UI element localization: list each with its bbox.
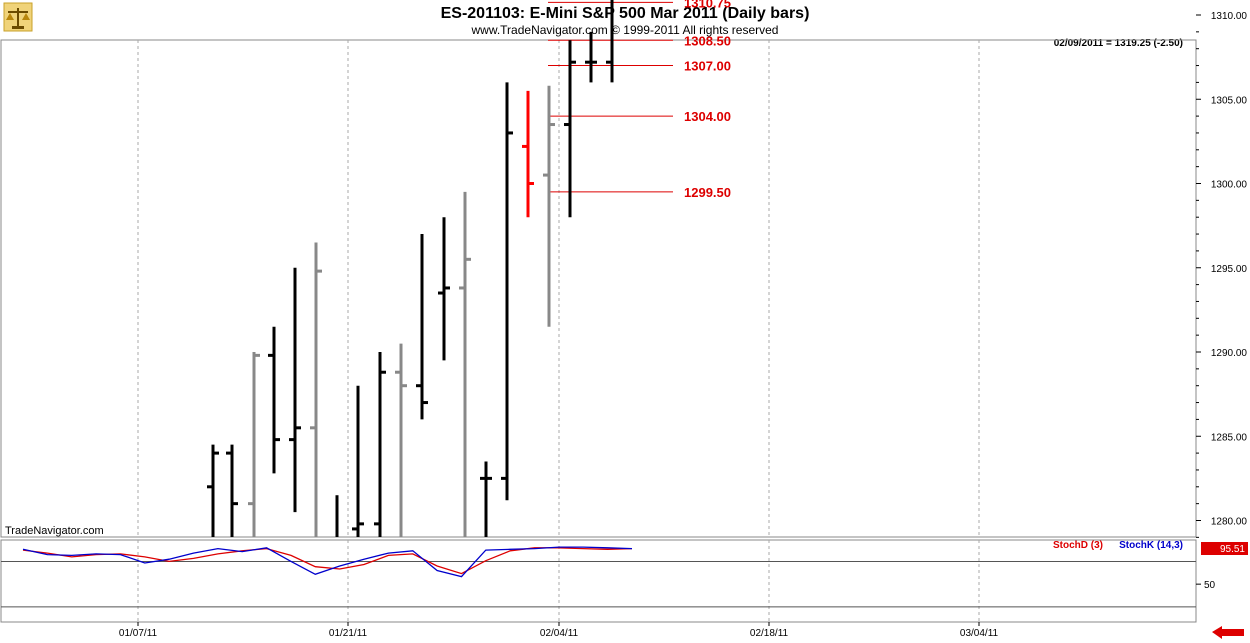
red-level-label: 1310.75 xyxy=(684,0,731,10)
scales-icon xyxy=(3,2,33,32)
red-level-label: 1304.00 xyxy=(684,109,731,124)
stoch-panel-border xyxy=(0,539,1197,623)
date-tick-label: 03/04/11 xyxy=(960,628,999,639)
ohlc-bars xyxy=(207,0,614,537)
stoch-series-line xyxy=(22,546,633,578)
date-tick-label: 02/04/11 xyxy=(540,628,579,639)
price-tick-label: 1290.00 xyxy=(1211,348,1248,359)
red-level-label: 1307.00 xyxy=(684,59,731,74)
date-tick-label: 01/07/11 xyxy=(119,628,158,639)
price-tick-label: 1310.00 xyxy=(1211,11,1248,22)
price-tick-label: 1295.00 xyxy=(1211,264,1248,275)
scroll-left-arrow-icon[interactable] xyxy=(1212,626,1244,639)
stoch-last-marker xyxy=(1201,542,1248,555)
date-tick-label: 02/18/11 xyxy=(750,628,789,639)
red-level-label: 1299.50 xyxy=(684,185,731,200)
stoch-tick-label: 50 xyxy=(1204,580,1216,591)
price-tick-label: 1280.00 xyxy=(1211,517,1248,528)
chart-title: ES-201103: E-Mini S&P 500 Mar 2011 (Dail… xyxy=(441,5,810,22)
price-tick-label: 1300.00 xyxy=(1211,180,1248,191)
price-tick-label: 1305.00 xyxy=(1211,95,1248,106)
grid xyxy=(0,39,1197,623)
last-bar-info: 02/09/2011 = 1319.25 (-2.50) xyxy=(1054,38,1183,49)
watermark-text: TradeNavigator.com xyxy=(5,525,104,537)
stoch-last-label: 95.51 xyxy=(1220,544,1245,555)
stochastic-panel: 50 StochD (3) StochK (14,3) 95.51 xyxy=(1,540,1248,608)
date-tick-label: 01/21/11 xyxy=(329,628,368,639)
stoch-k-legend: StochK (14,3) xyxy=(1119,540,1183,551)
copyright-text: www.TradeNavigator.com © 1999-2011 All r… xyxy=(471,23,779,37)
red-level-label: 1308.50 xyxy=(684,33,731,48)
price-axis: 1280.00 1285.00 1290.00 1295.00 1300.00 1305.… xyxy=(1196,11,1248,538)
date-axis: 01/07/11 01/21/11 02/04/11 02/18/11 03/04/11 xyxy=(119,622,999,639)
price-tick-label: 1285.00 xyxy=(1211,432,1248,443)
stoch-d-legend: StochD (3) xyxy=(1053,540,1103,551)
